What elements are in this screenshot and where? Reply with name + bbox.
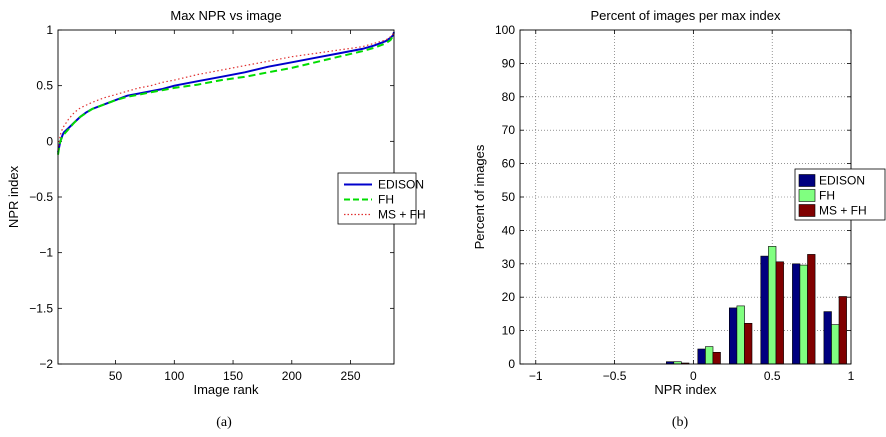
y-tick-label: −0.5 xyxy=(29,190,53,204)
legend-box xyxy=(337,172,417,225)
bar xyxy=(712,351,721,365)
bar xyxy=(838,296,847,365)
x-tick-label: 200 xyxy=(282,369,302,383)
legend-swatch xyxy=(798,174,816,187)
bar xyxy=(807,254,816,365)
bar xyxy=(823,311,832,365)
y-tick-label: −1.5 xyxy=(29,301,53,315)
legend-label: EDISON xyxy=(819,174,865,188)
chart-title: Max NPR vs image xyxy=(170,8,281,23)
x-axis-label: NPR index xyxy=(654,382,717,397)
y-tick-label: 10 xyxy=(502,324,516,338)
x-tick-label: 100 xyxy=(164,369,184,383)
x-tick-label: −1 xyxy=(529,369,543,383)
y-tick-label: 90 xyxy=(502,56,516,70)
legend-label: MS + FH xyxy=(378,208,426,222)
y-tick-label: 0 xyxy=(508,357,515,371)
bar xyxy=(792,263,801,365)
bar xyxy=(831,324,840,365)
bar xyxy=(705,346,714,365)
bar xyxy=(760,255,769,365)
y-tick-label: 60 xyxy=(502,157,516,171)
x-tick-label: 0.5 xyxy=(764,369,781,383)
legend-swatch xyxy=(798,189,816,202)
y-tick-label: 40 xyxy=(502,223,516,237)
y-tick-label: 20 xyxy=(502,290,516,304)
bar xyxy=(697,348,706,365)
bar xyxy=(775,261,784,365)
y-axis-label: NPR index xyxy=(6,165,21,228)
bar xyxy=(744,322,753,365)
x-tick-label: 150 xyxy=(223,369,243,383)
x-tick-label: 50 xyxy=(109,369,123,383)
chart-b: 0 10 20 30 40 50 60 70 80 90 100 −1 −0.5 0 0.5 1 Percent… xyxy=(472,8,886,397)
series-line-ms-fh xyxy=(57,32,395,151)
x-tick-label: 0 xyxy=(690,369,697,383)
bar xyxy=(799,264,808,365)
x-axis-label: Image rank xyxy=(193,382,259,397)
y-tick-label: 0.5 xyxy=(36,79,53,93)
x-tick-label: 250 xyxy=(341,369,361,383)
y-tick-label: 70 xyxy=(502,123,516,137)
x-tick-label: 1 xyxy=(848,369,855,383)
bar xyxy=(728,307,738,365)
y-tick-label: 100 xyxy=(495,23,515,37)
y-tick-label: −1 xyxy=(39,246,53,260)
x-tick-label: −0.5 xyxy=(603,369,627,383)
legend-label: EDISON xyxy=(378,178,424,192)
series-line-edison xyxy=(57,31,395,153)
caption-a: (a) xyxy=(216,415,232,430)
chart-title: Percent of images per max index xyxy=(590,8,781,23)
y-tick-label: 1 xyxy=(46,23,53,37)
y-tick-label: 50 xyxy=(502,190,516,204)
y-tick-label: −2 xyxy=(39,357,53,371)
y-tick-label: 0 xyxy=(46,134,53,148)
caption-b: (b) xyxy=(672,415,689,430)
y-tick-label: 80 xyxy=(502,90,516,104)
series-line-fh xyxy=(57,33,395,155)
legend-label: FH xyxy=(378,193,394,207)
y-tick-label: 30 xyxy=(502,257,516,271)
bar xyxy=(768,246,777,365)
legend-label: MS + FH xyxy=(819,204,867,218)
bar xyxy=(736,305,745,365)
legend-label: FH xyxy=(819,189,835,203)
y-axis-label: Percent of images xyxy=(472,144,487,249)
legend-swatch xyxy=(798,204,816,217)
